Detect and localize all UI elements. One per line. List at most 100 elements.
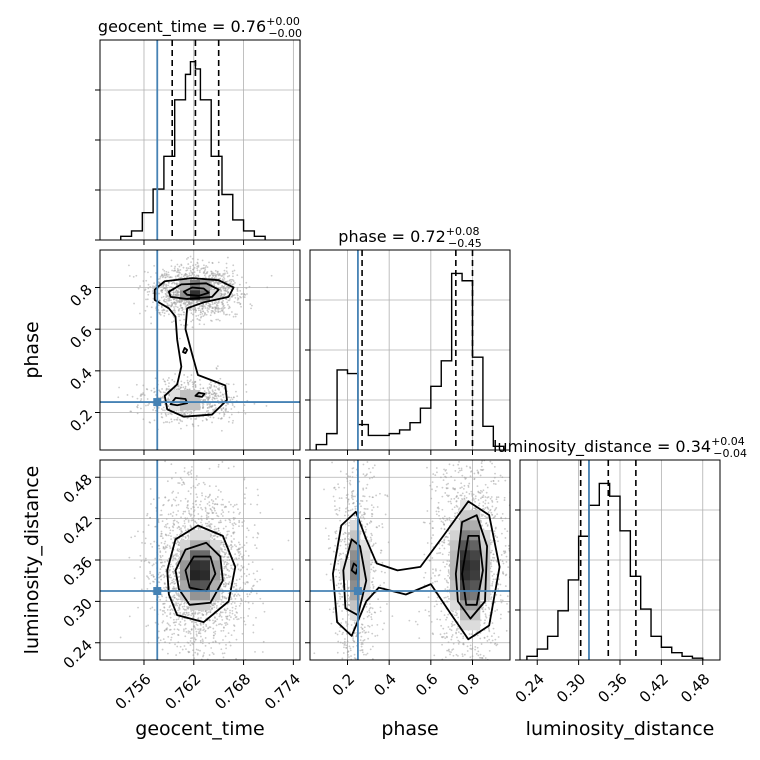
scatter-point	[177, 385, 180, 388]
scatter-point	[160, 412, 163, 415]
scatter-point	[172, 309, 175, 312]
scatter-point	[221, 498, 224, 501]
scatter-point	[224, 635, 227, 638]
scatter-point	[176, 292, 178, 294]
scatter-point	[178, 300, 181, 302]
scatter-point	[201, 494, 204, 497]
scatter-point	[206, 511, 208, 514]
scatter-point	[222, 407, 225, 410]
scatter-point	[219, 490, 222, 493]
scatter-point	[196, 496, 199, 498]
scatter-point	[206, 266, 209, 269]
scatter-point	[221, 509, 224, 512]
scatter-point	[183, 602, 186, 605]
scatter-point	[183, 619, 186, 622]
scatter-point	[442, 627, 445, 630]
density-cell	[180, 540, 191, 551]
scatter-point	[232, 618, 235, 620]
scatter-point	[219, 532, 222, 534]
scatter-point	[177, 275, 180, 277]
scatter-point	[223, 551, 226, 554]
scatter-point	[194, 627, 197, 630]
scatter-point	[118, 386, 120, 389]
scatter-point	[208, 619, 211, 622]
scatter-point	[232, 275, 234, 278]
scatter-point	[167, 623, 170, 626]
scatter-point	[332, 611, 335, 614]
scatter-point	[212, 631, 215, 634]
scatter-point	[213, 404, 216, 406]
scatter-point	[236, 395, 239, 398]
scatter-point	[199, 500, 202, 503]
scatter-point	[222, 396, 225, 399]
scatter-point	[135, 274, 138, 277]
scatter-point	[161, 537, 164, 540]
scatter-point	[227, 303, 229, 306]
scatter-point	[164, 383, 167, 386]
scatter-point	[129, 410, 132, 413]
scatter-point	[227, 592, 230, 595]
scatter-point	[176, 561, 179, 564]
scatter-point	[231, 404, 234, 407]
scatter-point	[157, 407, 160, 409]
scatter-point	[239, 586, 242, 589]
scatter-point	[493, 456, 495, 458]
scatter-point	[235, 658, 237, 660]
scatter-point	[245, 536, 248, 538]
scatter-point	[243, 520, 245, 522]
scatter-point	[230, 602, 233, 605]
scatter-point	[488, 420, 490, 422]
scatter-point	[178, 580, 180, 583]
scatter-point	[173, 594, 176, 597]
scatter-point	[190, 312, 193, 315]
scatter-point	[226, 285, 229, 288]
scatter-point	[139, 566, 142, 568]
scatter-point	[202, 609, 205, 612]
scatter-point	[215, 612, 218, 615]
scatter-point	[207, 432, 209, 434]
scatter-point	[172, 291, 175, 294]
scatter-point	[207, 409, 210, 412]
scatter-point	[153, 609, 156, 611]
scatter-point	[504, 428, 506, 430]
scatter-point	[239, 289, 242, 292]
scatter-point	[178, 313, 181, 316]
scatter-point	[229, 297, 231, 300]
scatter-point	[215, 367, 218, 369]
scatter-point	[225, 280, 227, 283]
scatter-point	[215, 407, 217, 409]
scatter-point	[180, 529, 183, 532]
scatter-point	[199, 641, 202, 644]
scatter-point	[174, 275, 177, 278]
scatter-point	[340, 540, 343, 543]
scatter-point	[220, 294, 223, 296]
scatter-point	[222, 626, 225, 629]
histogram-phase	[315, 272, 505, 450]
scatter-point	[217, 301, 220, 304]
scatter-point	[147, 624, 150, 627]
scatter-point	[214, 393, 217, 396]
scatter-point	[167, 513, 170, 516]
scatter-point	[192, 649, 194, 652]
scatter-point	[231, 600, 234, 603]
scatter-point	[177, 503, 180, 506]
scatter-point	[166, 289, 169, 292]
scatter-point	[172, 578, 175, 581]
scatter-point	[177, 521, 180, 524]
scatter-point	[169, 583, 172, 585]
scatter-point	[214, 600, 217, 603]
scatter-point	[252, 624, 255, 626]
scatter-point	[176, 294, 179, 297]
scatter-point	[197, 300, 200, 302]
scatter-point	[179, 272, 181, 274]
scatter-point	[192, 485, 195, 487]
scatter-point	[176, 549, 179, 551]
scatter-point	[171, 609, 174, 612]
scatter-point	[133, 577, 136, 580]
scatter-point	[336, 633, 339, 636]
scatter-point	[175, 602, 177, 604]
scatter-point	[211, 651, 214, 654]
scatter-point	[193, 266, 196, 269]
scatter-point	[228, 581, 231, 584]
scatter-point	[171, 599, 174, 601]
